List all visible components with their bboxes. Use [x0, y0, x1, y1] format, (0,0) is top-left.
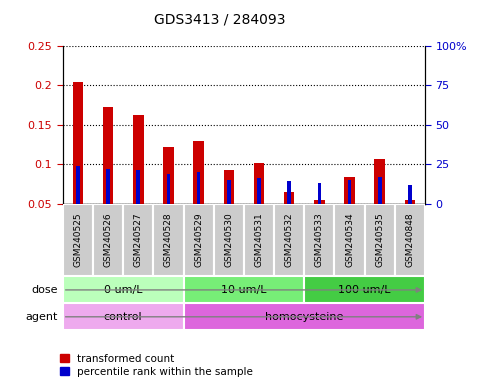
Bar: [106, 169, 110, 204]
Bar: [72, 81, 83, 204]
Bar: [76, 166, 80, 204]
Bar: [254, 163, 264, 204]
Text: GSM240531: GSM240531: [255, 213, 264, 267]
Bar: [244, 204, 274, 276]
Text: GSM240848: GSM240848: [405, 213, 414, 267]
Bar: [374, 159, 385, 204]
Text: homocysteine: homocysteine: [265, 312, 343, 322]
Bar: [213, 204, 244, 276]
Bar: [334, 204, 365, 276]
Text: GSM240535: GSM240535: [375, 213, 384, 267]
Text: GDS3413 / 284093: GDS3413 / 284093: [154, 13, 285, 27]
Bar: [224, 170, 234, 204]
Bar: [227, 180, 231, 204]
Text: dose: dose: [31, 285, 58, 295]
Bar: [163, 147, 174, 204]
Legend: transformed count, percentile rank within the sample: transformed count, percentile rank withi…: [58, 351, 255, 379]
Bar: [344, 177, 355, 204]
Bar: [314, 200, 325, 204]
Text: 100 um/L: 100 um/L: [339, 285, 391, 295]
Bar: [304, 204, 334, 276]
Text: GSM240532: GSM240532: [284, 213, 294, 267]
Bar: [184, 276, 304, 303]
Bar: [304, 276, 425, 303]
Bar: [93, 204, 123, 276]
Bar: [193, 141, 204, 204]
Text: 0 um/L: 0 um/L: [104, 285, 142, 295]
Text: GSM240530: GSM240530: [224, 213, 233, 267]
Text: GSM240533: GSM240533: [315, 213, 324, 267]
Bar: [284, 192, 295, 204]
Bar: [123, 204, 154, 276]
Bar: [405, 200, 415, 204]
Bar: [103, 108, 114, 204]
Bar: [287, 182, 291, 204]
Bar: [408, 185, 412, 204]
Bar: [167, 174, 170, 204]
Bar: [184, 204, 213, 276]
Bar: [63, 276, 184, 303]
Bar: [63, 204, 93, 276]
Bar: [137, 170, 140, 204]
Bar: [133, 114, 143, 204]
Text: GSM240534: GSM240534: [345, 213, 354, 267]
Bar: [274, 204, 304, 276]
Text: GSM240529: GSM240529: [194, 213, 203, 267]
Bar: [348, 180, 352, 204]
Text: 10 um/L: 10 um/L: [221, 285, 267, 295]
Bar: [378, 177, 382, 204]
Bar: [257, 178, 261, 204]
Bar: [318, 183, 321, 204]
Bar: [184, 303, 425, 330]
Bar: [63, 303, 184, 330]
Text: GSM240527: GSM240527: [134, 213, 143, 267]
Bar: [365, 204, 395, 276]
Bar: [395, 204, 425, 276]
Text: agent: agent: [26, 312, 58, 322]
Bar: [154, 204, 184, 276]
Text: GSM240526: GSM240526: [103, 213, 113, 267]
Bar: [197, 172, 200, 204]
Text: GSM240528: GSM240528: [164, 213, 173, 267]
Text: GSM240525: GSM240525: [73, 213, 83, 267]
Text: control: control: [104, 312, 142, 322]
